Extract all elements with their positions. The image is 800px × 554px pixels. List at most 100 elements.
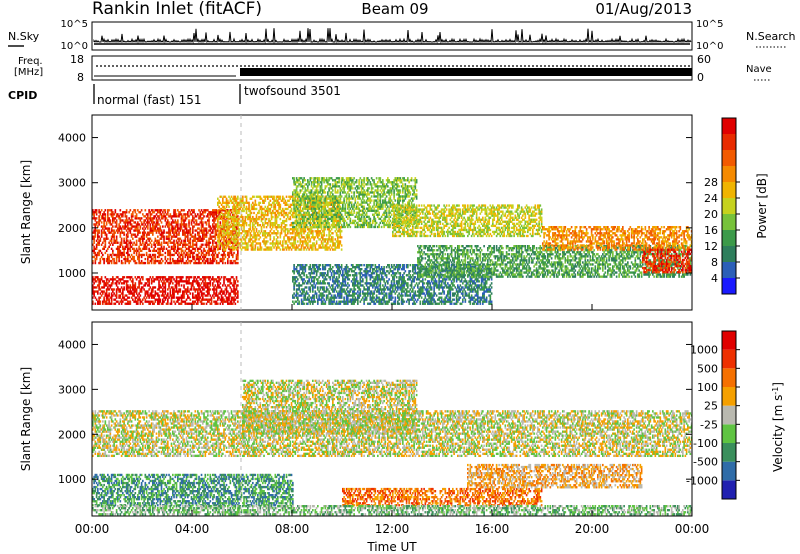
heatmap-cell xyxy=(149,237,152,240)
heatmap-cell xyxy=(238,230,240,233)
heatmap-cell xyxy=(224,243,227,246)
heatmap-cell xyxy=(333,217,335,221)
heatmap-cell xyxy=(259,201,262,205)
heatmap-cell xyxy=(203,215,205,218)
heatmap-cell xyxy=(244,207,247,211)
heatmap-cell xyxy=(217,253,219,257)
heatmap-cell xyxy=(142,247,144,251)
heatmap-cell xyxy=(285,195,288,198)
heatmap-cell xyxy=(154,259,157,263)
heatmap-cell xyxy=(215,217,218,220)
heatmap-cell xyxy=(335,205,338,209)
heatmap-cell xyxy=(100,215,103,218)
heatmap-cell xyxy=(163,245,165,249)
heatmap-cell xyxy=(320,189,323,192)
heatmap-cell xyxy=(188,223,190,226)
heatmap-cell xyxy=(334,209,337,212)
heatmap-cell xyxy=(192,282,194,285)
heatmap-cell xyxy=(198,259,200,263)
heatmap-cell xyxy=(115,259,118,263)
heatmap-cell xyxy=(175,286,178,289)
heatmap-cell xyxy=(365,213,368,216)
heatmap-cell xyxy=(108,219,110,222)
heatmap-cell xyxy=(188,247,190,251)
heatmap-cell xyxy=(293,207,295,210)
heatmap-cell xyxy=(314,195,317,198)
heatmap-cell xyxy=(258,234,260,237)
heatmap-cell xyxy=(173,235,175,238)
heatmap-cell xyxy=(230,247,233,251)
heatmap-cell xyxy=(235,292,238,295)
heatmap-cell xyxy=(120,278,123,281)
heatmap-cell xyxy=(190,286,193,289)
heatmap-cell xyxy=(172,253,174,257)
heatmap-cell xyxy=(128,302,130,305)
heatmap-cell xyxy=(173,261,175,265)
heatmap-cell xyxy=(248,201,250,205)
heatmap-cell xyxy=(303,230,305,233)
heatmap-cell xyxy=(194,239,197,242)
heatmap-cell xyxy=(227,261,229,265)
heatmap-cell xyxy=(209,276,212,279)
heatmap-cell xyxy=(173,231,175,234)
heatmap-cell xyxy=(310,177,313,180)
heatmap-cell xyxy=(194,219,197,222)
heatmap-cell xyxy=(233,282,235,285)
heatmap-cell xyxy=(207,209,209,212)
heatmap-cell xyxy=(112,243,114,246)
heatmap-cell xyxy=(152,225,154,228)
heatmap-cell xyxy=(119,241,122,244)
heatmap-cell xyxy=(180,300,183,303)
heatmap-cell xyxy=(173,259,175,263)
heatmap-cell xyxy=(353,205,355,208)
heatmap-cell xyxy=(244,230,247,233)
heatmap-cell xyxy=(140,237,143,240)
heatmap-cell xyxy=(188,215,190,218)
heatmap-cell xyxy=(308,205,310,209)
heatmap-cell xyxy=(148,209,150,212)
heatmap-cell xyxy=(358,215,360,219)
heatmap-cell xyxy=(103,223,105,226)
heatmap-cell xyxy=(317,232,319,235)
heatmap-cell xyxy=(157,235,159,238)
heatmap-cell xyxy=(183,233,185,236)
heatmap-cell xyxy=(159,233,162,236)
heatmap-cell xyxy=(195,261,198,265)
heatmap-cell xyxy=(279,217,282,221)
heatmap-cell xyxy=(308,230,310,233)
heatmap-cell xyxy=(318,219,320,223)
heatmap-cell xyxy=(268,201,270,205)
heatmap-cell xyxy=(273,230,275,233)
heatmap-cell xyxy=(217,197,219,200)
heatmap-cell xyxy=(233,292,235,295)
heatmap-cell xyxy=(234,219,237,223)
heatmap-cell xyxy=(170,300,173,303)
heatmap-cell xyxy=(320,183,323,186)
heatmap-cell xyxy=(323,203,325,207)
heatmap-cell xyxy=(243,205,245,209)
heatmap-cell xyxy=(108,231,110,234)
heatmap-cell xyxy=(158,255,160,259)
heatmap-cell xyxy=(149,241,152,244)
heatmap-cell xyxy=(92,290,94,293)
heatmap-cell xyxy=(208,241,210,244)
heatmap-cell xyxy=(179,290,182,293)
heatmap-cell xyxy=(159,300,162,303)
heatmap-cell xyxy=(98,282,100,285)
heatmap-cell xyxy=(324,225,327,229)
heatmap-cell xyxy=(154,249,157,253)
heatmap-cell xyxy=(220,242,223,245)
heatmap-cell xyxy=(230,290,233,293)
heatmap-cell xyxy=(364,217,367,221)
heatmap-cell xyxy=(249,215,252,219)
heatmap-cell xyxy=(147,227,149,230)
heatmap-cell xyxy=(182,294,184,297)
heatmap-cell xyxy=(287,244,289,247)
heatmap-cell xyxy=(278,195,280,198)
heatmap-cell xyxy=(299,203,302,206)
heatmap-cell xyxy=(214,209,217,212)
heatmap-cell xyxy=(212,219,214,222)
heatmap-cell xyxy=(205,290,208,293)
heatmap-cell xyxy=(240,228,243,231)
heatmap-cell xyxy=(155,221,158,224)
